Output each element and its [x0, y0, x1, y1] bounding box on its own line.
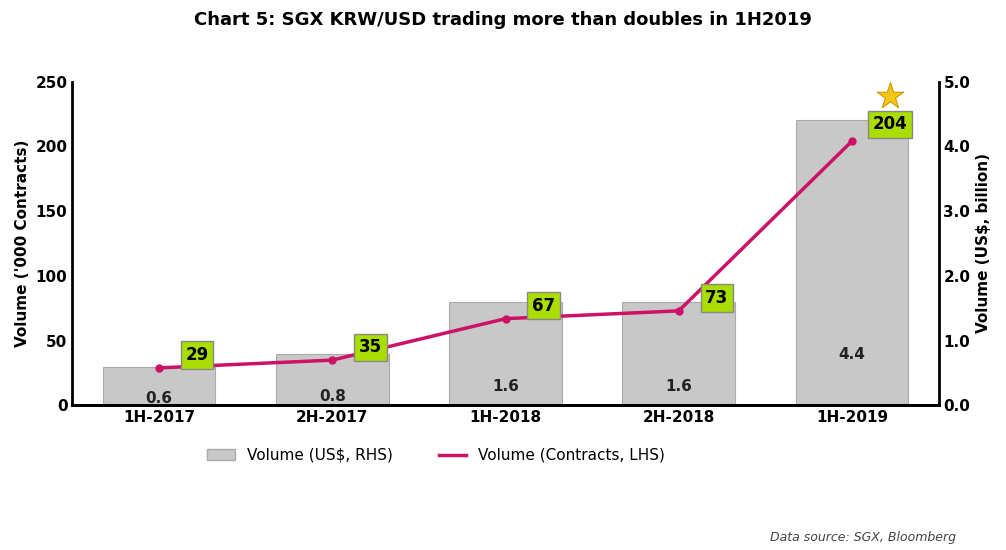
Text: Chart 5: SGX KRW/USD trading more than doubles in 1H2019: Chart 5: SGX KRW/USD trading more than d…	[194, 11, 812, 29]
Y-axis label: Volume ('000 Contracts): Volume ('000 Contracts)	[15, 140, 30, 347]
Y-axis label: Volume (US$, billion): Volume (US$, billion)	[976, 153, 991, 333]
Text: 0.8: 0.8	[319, 389, 346, 404]
Text: 0.6: 0.6	[146, 391, 173, 406]
Point	[882, 91, 898, 100]
Text: Data source: SGX, Bloomberg: Data source: SGX, Bloomberg	[770, 531, 956, 544]
Bar	[103, 367, 215, 405]
Bar	[450, 302, 561, 405]
Bar	[276, 354, 388, 405]
Text: 1.6: 1.6	[492, 379, 519, 394]
Text: 29: 29	[185, 346, 209, 364]
Text: 67: 67	[532, 297, 555, 315]
Text: 73: 73	[705, 289, 728, 307]
Bar	[623, 302, 735, 405]
Bar	[796, 120, 908, 405]
Text: 1.6: 1.6	[665, 379, 692, 394]
Text: 204: 204	[872, 116, 907, 133]
Text: 4.4: 4.4	[839, 346, 865, 362]
Legend: Volume (US$, RHS), Volume (Contracts, LHS): Volume (US$, RHS), Volume (Contracts, LH…	[201, 442, 671, 469]
Text: 35: 35	[359, 338, 382, 356]
